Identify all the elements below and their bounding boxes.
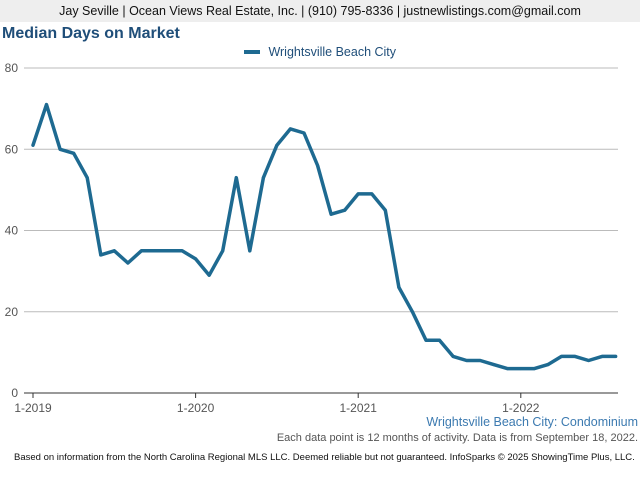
data-point bbox=[221, 249, 225, 253]
data-point bbox=[356, 192, 360, 196]
data-point bbox=[302, 131, 306, 135]
data-point bbox=[587, 359, 591, 362]
activity-note: Each data point is 12 months of activity… bbox=[276, 432, 638, 444]
data-point bbox=[58, 147, 62, 151]
data-point bbox=[99, 253, 103, 257]
data-point bbox=[383, 208, 387, 212]
y-tick-label: 60 bbox=[5, 142, 19, 156]
footer-source: Based on information from the North Caro… bbox=[14, 452, 635, 463]
header-contact-text: Jay Seville | Ocean Views Real Estate, I… bbox=[59, 4, 581, 18]
data-point bbox=[451, 354, 455, 358]
data-point bbox=[72, 151, 76, 155]
data-point bbox=[492, 363, 496, 367]
data-point bbox=[343, 208, 347, 212]
data-point bbox=[167, 249, 170, 253]
data-point bbox=[194, 257, 198, 261]
x-tick-label: 1-2021 bbox=[340, 401, 378, 415]
legend-swatch bbox=[243, 49, 260, 54]
data-point bbox=[275, 143, 279, 147]
data-point bbox=[410, 310, 414, 314]
data-point bbox=[478, 359, 482, 362]
data-point bbox=[85, 176, 89, 180]
x-tick-label: 1-2019 bbox=[14, 401, 52, 415]
data-point bbox=[465, 359, 469, 362]
data-point bbox=[45, 103, 49, 107]
data-point bbox=[532, 367, 536, 371]
data-point bbox=[126, 261, 130, 265]
data-point bbox=[316, 164, 320, 167]
data-point bbox=[519, 367, 523, 371]
x-tick-label: 1-2022 bbox=[502, 401, 540, 415]
data-point bbox=[112, 249, 116, 253]
x-tick-label: 1-2020 bbox=[177, 401, 215, 415]
data-point bbox=[153, 249, 157, 253]
data-point bbox=[234, 176, 238, 180]
data-point bbox=[248, 249, 252, 253]
data-point bbox=[397, 285, 401, 289]
y-tick-label: 20 bbox=[5, 305, 19, 319]
data-point bbox=[573, 354, 577, 358]
data-point bbox=[261, 176, 265, 180]
data-point bbox=[505, 367, 509, 371]
legend-label: Wrightsville Beach City bbox=[268, 45, 397, 59]
data-point bbox=[424, 338, 428, 342]
data-point bbox=[370, 192, 374, 196]
data-point bbox=[139, 249, 143, 253]
y-tick-label: 40 bbox=[5, 224, 19, 238]
data-point bbox=[31, 143, 35, 147]
data-point bbox=[288, 127, 292, 131]
y-tick-label: 80 bbox=[5, 61, 19, 75]
y-tick-label: 0 bbox=[11, 386, 18, 400]
data-point bbox=[438, 338, 441, 342]
chart-title: Median Days on Market bbox=[2, 25, 180, 42]
data-point bbox=[207, 273, 211, 277]
header-contact-bar: Jay Seville | Ocean Views Real Estate, I… bbox=[0, 0, 640, 22]
data-point bbox=[600, 354, 604, 358]
legend[interactable]: Wrightsville Beach City bbox=[0, 45, 640, 59]
series-line bbox=[31, 102, 618, 371]
chart-subtitle: Wrightsville Beach City: Condominium bbox=[426, 415, 638, 429]
data-point bbox=[546, 363, 550, 367]
data-point bbox=[614, 354, 618, 358]
data-point bbox=[329, 212, 333, 216]
data-point bbox=[180, 249, 184, 253]
data-point bbox=[559, 354, 563, 358]
